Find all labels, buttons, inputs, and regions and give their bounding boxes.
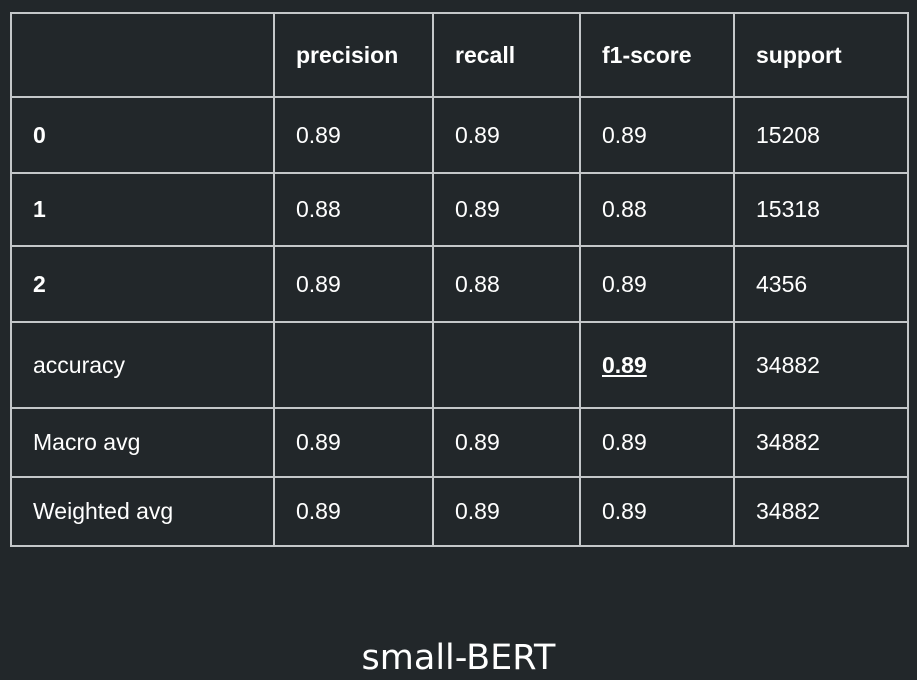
table-row: Weighted avg 0.89 0.89 0.89 34882: [10, 476, 909, 547]
cell-support: 15318: [733, 172, 909, 247]
row-label: accuracy: [10, 321, 275, 409]
header-empty: [10, 12, 275, 98]
cell-support: 4356: [733, 245, 909, 323]
cell-support: 34882: [733, 321, 909, 409]
cell-f1: 0.89: [579, 96, 735, 174]
cell-recall: 0.89: [432, 96, 581, 174]
cell-recall: 0.89: [432, 172, 581, 247]
header-recall: recall: [432, 12, 581, 98]
table-row: 0 0.89 0.89 0.89 15208: [10, 96, 909, 174]
cell-recall: 0.88: [432, 245, 581, 323]
cell-precision: 0.89: [273, 476, 434, 547]
cell-support: 34882: [733, 476, 909, 547]
cell-f1: 0.89: [579, 476, 735, 547]
cell-precision: 0.89: [273, 407, 434, 478]
header-f1-score: f1-score: [579, 12, 735, 98]
row-label: Weighted avg: [10, 476, 275, 547]
header-row: precision recall f1-score support: [10, 12, 909, 98]
cell-recall: 0.89: [432, 476, 581, 547]
cell-recall: 0.89: [432, 407, 581, 478]
table-row: accuracy 0.89 34882: [10, 321, 909, 409]
header-support: support: [733, 12, 909, 98]
row-label: 1: [10, 172, 275, 247]
classification-report-table: precision recall f1-score support 0 0.89…: [10, 12, 909, 547]
cell-support: 15208: [733, 96, 909, 174]
cell-f1-highlight: 0.89: [579, 321, 735, 409]
cell-f1: 0.89: [579, 245, 735, 323]
table-row: 2 0.89 0.88 0.89 4356: [10, 245, 909, 323]
row-label: 2: [10, 245, 275, 323]
header-precision: precision: [273, 12, 434, 98]
cell-precision: [273, 321, 434, 409]
table-row: 1 0.88 0.89 0.88 15318: [10, 172, 909, 247]
table-row: Macro avg 0.89 0.89 0.89 34882: [10, 407, 909, 478]
row-label: Macro avg: [10, 407, 275, 478]
chart-caption: small-BERT: [361, 638, 556, 678]
cell-precision: 0.88: [273, 172, 434, 247]
cell-recall: [432, 321, 581, 409]
row-label: 0: [10, 96, 275, 174]
cell-support: 34882: [733, 407, 909, 478]
cell-precision: 0.89: [273, 245, 434, 323]
cell-f1: 0.88: [579, 172, 735, 247]
cell-f1: 0.89: [579, 407, 735, 478]
cell-precision: 0.89: [273, 96, 434, 174]
